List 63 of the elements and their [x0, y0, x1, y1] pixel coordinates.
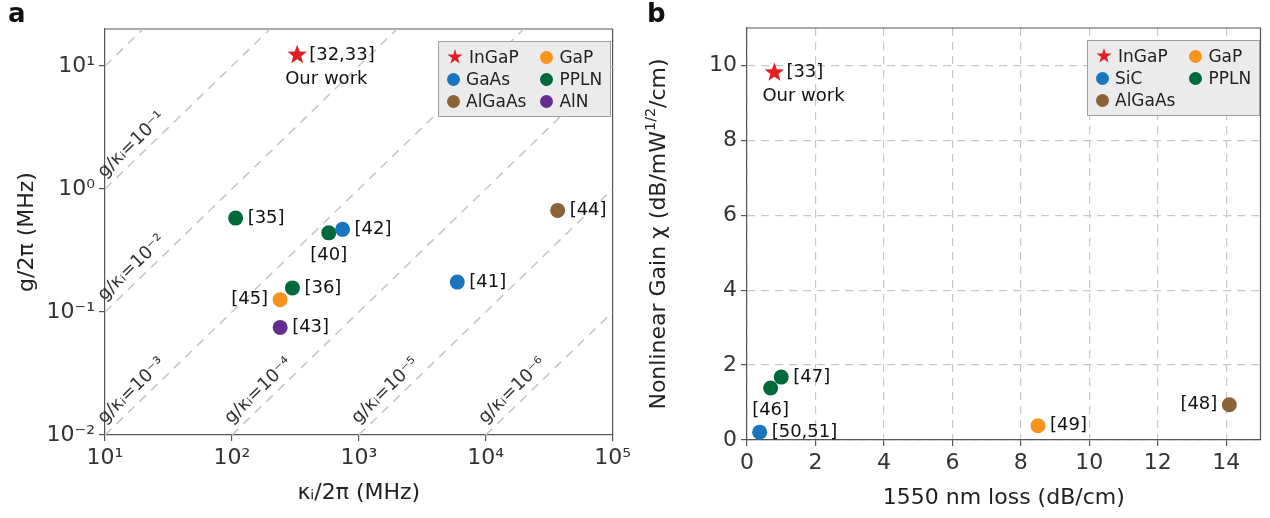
legend-label: PPLN — [559, 69, 603, 89]
x-tick-label: 2 — [808, 448, 823, 474]
x-tick-label: 14 — [1212, 448, 1241, 474]
legend-label: SiC — [1115, 68, 1143, 88]
annotation: [42] — [354, 217, 392, 239]
x-axis-title: κᵢ/2π (MHz) — [297, 478, 421, 504]
y-tick-label: 10⁰ — [58, 174, 96, 200]
point — [1030, 418, 1046, 434]
y-tick-label: 10¹ — [58, 51, 95, 77]
annotation: [49] — [1049, 413, 1087, 435]
annotation: Our work — [762, 84, 846, 106]
annotation: Our work — [285, 66, 369, 88]
y-tick-label: 2 — [723, 350, 737, 376]
y-tick-label: 8 — [723, 126, 737, 152]
x-tick-label: 12 — [1143, 448, 1172, 474]
annotation: [50,51] — [771, 419, 838, 441]
y-axis-title: Nonlinear Gain χ (dB/mW1/2/cm) — [642, 58, 670, 410]
y-axis-title: g/2π (MHz) — [12, 172, 38, 292]
annotation: [40] — [310, 242, 348, 264]
x-axis-title: 1550 nm loss (dB/cm) — [882, 483, 1125, 509]
x-tick-label: 4 — [876, 448, 891, 474]
legend-label: PPLN — [1208, 68, 1252, 88]
x-tick-label: 0 — [740, 448, 754, 474]
y-tick-label: 10 — [709, 51, 737, 77]
point — [752, 424, 768, 440]
annotation: [47] — [793, 364, 831, 386]
legend-label: InGaP — [469, 47, 519, 67]
x-tick-label: 10² — [213, 443, 251, 469]
y-tick-label: 0 — [723, 425, 737, 451]
legend-label: GaAs — [466, 69, 511, 89]
point — [1221, 397, 1237, 413]
x-tick-label: 6 — [945, 448, 960, 474]
annotation: [44] — [569, 198, 607, 220]
x-tick-label: 10¹ — [86, 443, 124, 469]
x-tick-label: 10 — [1075, 448, 1104, 474]
x-tick-label: 10⁴ — [467, 443, 505, 469]
legend-label: AlGaAs — [466, 91, 527, 111]
x-tick-label: 10⁵ — [594, 443, 632, 469]
y-tick-label: 10⁻² — [46, 420, 95, 446]
legend-label: GaP — [1208, 46, 1243, 66]
annotation: [41] — [469, 269, 507, 291]
legend-label: AlGaAs — [1115, 90, 1176, 110]
annotation: [43] — [292, 315, 330, 337]
point — [764, 62, 785, 81]
annotation: [32,33] — [309, 42, 375, 64]
x-tick-label: 8 — [1013, 448, 1028, 474]
annotation: [33] — [786, 60, 824, 82]
chart-title: b — [647, 0, 666, 28]
y-tick-label: 10⁻¹ — [46, 297, 95, 323]
annotation: [46] — [752, 397, 790, 419]
legend-label: GaP — [559, 47, 594, 67]
y-tick-label: 6 — [723, 200, 737, 226]
point — [773, 369, 789, 385]
annotation: [35] — [247, 205, 285, 227]
annotation: [45] — [231, 287, 269, 309]
legend-label: InGaP — [1118, 46, 1168, 66]
x-tick-label: 10³ — [340, 443, 378, 469]
annotation: [48] — [1180, 392, 1218, 414]
point — [763, 380, 779, 396]
annotation: [36] — [304, 275, 342, 297]
legend-label: AlN — [559, 91, 589, 111]
y-tick-label: 4 — [723, 275, 737, 301]
chart-title: a — [8, 0, 26, 28]
